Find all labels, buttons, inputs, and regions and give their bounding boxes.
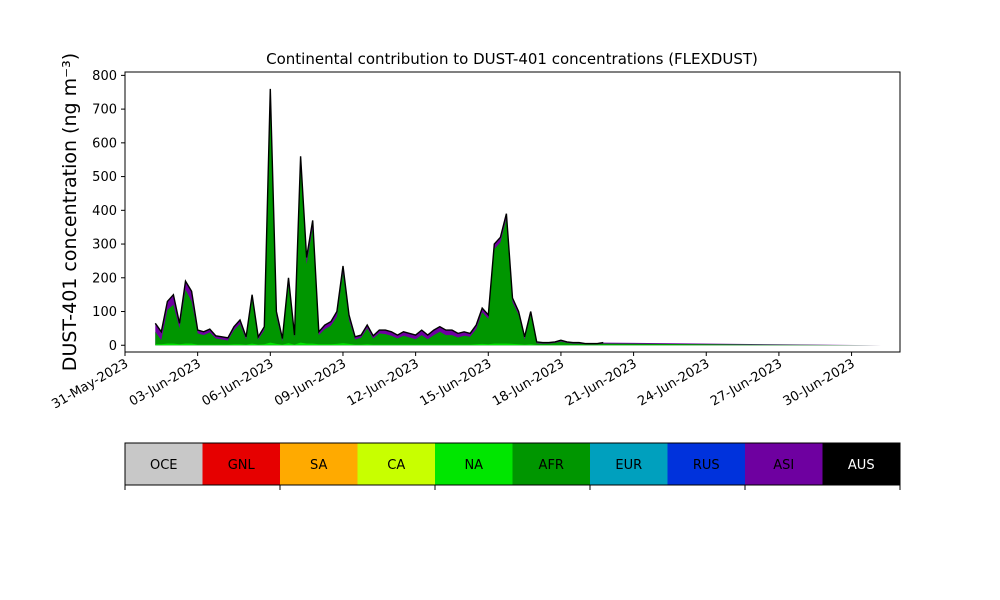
legend-swatch-aus	[822, 443, 900, 485]
series-area-aus-outline	[154, 88, 604, 345]
legend-label-eur: EUR	[615, 458, 642, 473]
series-area-na	[155, 342, 882, 346]
legend-label-aus: AUS	[848, 458, 875, 473]
legend-label-rus: RUS	[693, 458, 720, 473]
legend-label-sa: SA	[310, 458, 327, 473]
legend-label-gnl: GNL	[228, 458, 256, 473]
legend-swatch-afr	[512, 443, 590, 485]
y-axis-label: DUST-401 concentration (ng m⁻³)	[59, 53, 81, 371]
y-tick-label: 300	[92, 238, 117, 253]
legend-swatch-sa	[280, 443, 358, 485]
y-axis: 0 100 200 300 400 500 600 700 800	[92, 69, 125, 354]
legend-swatch-gnl	[202, 443, 280, 485]
legend-label-afr: AFR	[539, 458, 564, 473]
y-tick-label: 500	[92, 170, 117, 185]
y-tick-label: 800	[92, 69, 117, 84]
legend-swatch-na	[435, 443, 513, 485]
legend-swatch-oce	[125, 443, 203, 485]
legend-swatch-ca	[357, 443, 435, 485]
y-tick-label: 600	[92, 136, 117, 151]
y-tick-label: 0	[109, 339, 117, 354]
axes-frame	[124, 71, 901, 353]
legend-frame	[124, 442, 901, 486]
chart-title: Continental contribution to DUST-401 con…	[266, 50, 758, 68]
legend-label-na: NA	[464, 458, 483, 473]
legend-swatch-rus	[667, 443, 745, 485]
y-tick-label: 200	[92, 271, 117, 286]
legend-label-ca: CA	[387, 458, 405, 473]
legend-label-asi: ASI	[773, 458, 794, 473]
legend-swatch-eur	[590, 443, 668, 485]
y-tick-label: 700	[92, 103, 117, 118]
series-area-afr	[155, 99, 882, 346]
legend-label-oce: OCE	[150, 458, 178, 473]
y-tick-label: 400	[92, 204, 117, 219]
y-tick-label: 100	[92, 305, 117, 320]
plot-area	[124, 71, 901, 353]
legend-colorbar: OCE GNL SA CA NA AFR EUR RUS ASI AUS	[124, 442, 901, 490]
legend-swatch-asi	[745, 443, 823, 485]
